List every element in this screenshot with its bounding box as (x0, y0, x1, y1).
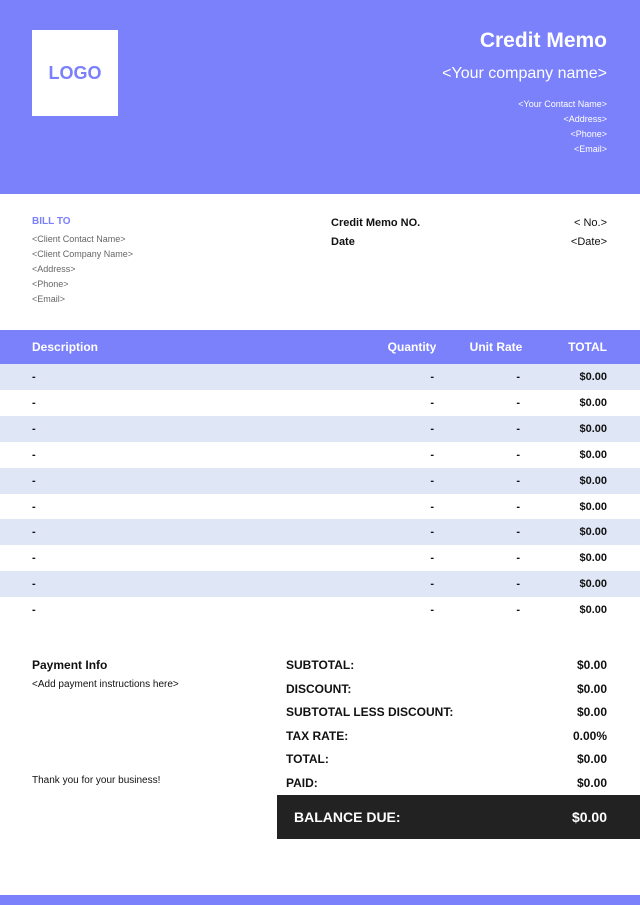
table-cell: - (516, 501, 520, 513)
summary-label: TOTAL: (286, 752, 329, 766)
table-cell: - (32, 397, 36, 409)
table-cell: - (32, 423, 36, 435)
summary-label: SUBTOTAL: (286, 658, 354, 672)
table-cell: $0.00 (579, 475, 607, 487)
footer-band (0, 895, 640, 905)
table-cell: $0.00 (579, 423, 607, 435)
summary-value: 0.00% (573, 729, 607, 743)
table-cell: - (430, 475, 434, 487)
contact-line: <Your Contact Name> (518, 99, 607, 109)
summary-label: PAID: (286, 776, 318, 790)
summary-label: DISCOUNT: (286, 682, 351, 696)
table-cell: - (430, 501, 434, 513)
memo-value: <Date> (571, 236, 607, 248)
table-cell: - (516, 552, 520, 564)
bill-to-label: BILL TO (32, 216, 71, 227)
summary-value: $0.00 (577, 682, 607, 696)
summary-value: $0.00 (577, 752, 607, 766)
contact-line: <Phone> (570, 129, 607, 139)
payment-instructions: <Add payment instructions here> (32, 679, 179, 690)
table-cell: - (32, 526, 36, 538)
memo-label: Credit Memo NO. (331, 217, 420, 229)
contact-line: <Address> (563, 114, 607, 124)
client-line: <Email> (32, 294, 65, 304)
table-cell: - (516, 397, 520, 409)
row-band (0, 468, 640, 494)
table-cell: - (516, 578, 520, 590)
column-header: Quantity (380, 340, 444, 354)
table-cell: $0.00 (579, 552, 607, 564)
thanks: Thank you for your business! (32, 775, 160, 786)
balance-label: BALANCE DUE: (294, 809, 401, 825)
title: Credit Memo (480, 29, 607, 53)
table-cell: - (32, 501, 36, 513)
table-cell: - (430, 449, 434, 461)
memo-label: Date (331, 236, 355, 248)
client-line: <Client Contact Name> (32, 234, 126, 244)
column-header: Description (32, 340, 98, 354)
table-cell: $0.00 (579, 578, 607, 590)
table-cell: - (516, 423, 520, 435)
table-cell: - (430, 604, 434, 616)
table-cell: - (32, 604, 36, 616)
table-cell: - (32, 475, 36, 487)
table-cell: - (430, 578, 434, 590)
row-band (0, 364, 640, 390)
column-header: Unit Rate (460, 340, 532, 354)
table-cell: - (32, 371, 36, 383)
table-cell: - (516, 604, 520, 616)
table-cell: - (32, 552, 36, 564)
table-cell: - (516, 371, 520, 383)
table-cell: $0.00 (579, 501, 607, 513)
row-band (0, 571, 640, 597)
client-line: <Client Company Name> (32, 249, 133, 259)
table-cell: $0.00 (579, 526, 607, 538)
table-cell: - (516, 526, 520, 538)
company-name: <Your company name> (442, 65, 607, 83)
table-cell: - (430, 423, 434, 435)
table-cell: - (516, 449, 520, 461)
table-cell: - (32, 578, 36, 590)
table-cell: - (430, 371, 434, 383)
memo-value: < No.> (574, 217, 607, 229)
table-cell: $0.00 (579, 449, 607, 461)
table-cell: - (32, 449, 36, 461)
table-cell: $0.00 (579, 397, 607, 409)
table-cell: - (430, 397, 434, 409)
row-band (0, 416, 640, 442)
summary-value: $0.00 (577, 658, 607, 672)
row-band (0, 519, 640, 545)
column-header: TOTAL (568, 340, 607, 354)
client-line: <Phone> (32, 279, 69, 289)
summary-value: $0.00 (577, 776, 607, 790)
table-cell: - (516, 475, 520, 487)
table-cell: $0.00 (579, 604, 607, 616)
client-line: <Address> (32, 264, 76, 274)
table-cell: $0.00 (579, 371, 607, 383)
summary-value: $0.00 (577, 705, 607, 719)
table-cell: - (430, 526, 434, 538)
payment-title: Payment Info (32, 658, 107, 672)
balance-value: $0.00 (572, 809, 607, 825)
summary-label: SUBTOTAL LESS DISCOUNT: (286, 705, 453, 719)
table-cell: - (430, 552, 434, 564)
logo: LOGO (32, 63, 118, 84)
summary-label: TAX RATE: (286, 729, 348, 743)
contact-line: <Email> (574, 144, 607, 154)
